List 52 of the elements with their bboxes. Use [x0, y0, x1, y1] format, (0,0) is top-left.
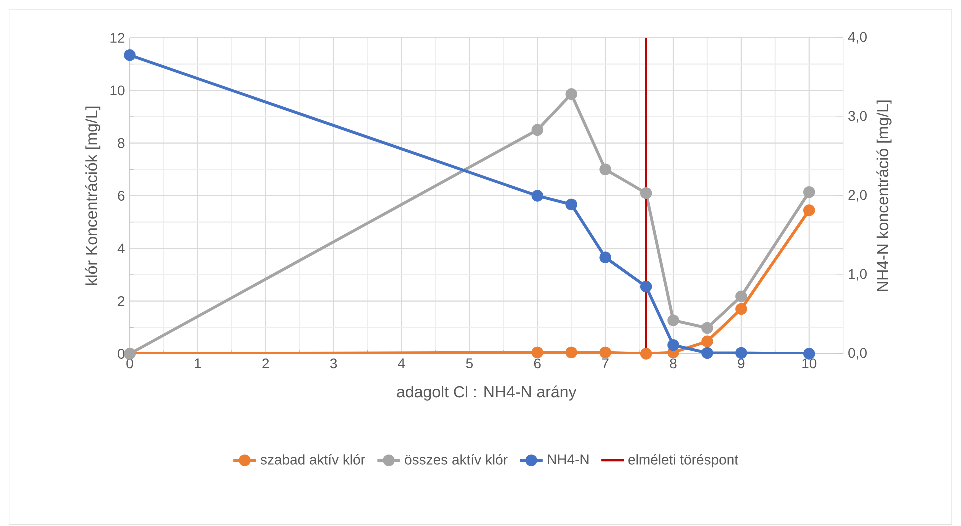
- y-tick-label: 0: [118, 349, 125, 359]
- y-tick-label: 2: [118, 296, 125, 306]
- y2-tick-label: 3,0: [848, 111, 867, 123]
- y-tick-label: 12: [110, 33, 125, 43]
- y-tick-label: 4: [118, 244, 125, 254]
- point: [640, 280, 652, 293]
- y-tick-label: 10: [110, 86, 125, 96]
- x-tick-label: 4: [398, 358, 406, 368]
- y-tick-label: 6: [118, 191, 125, 201]
- legend-label: NH4-N: [548, 454, 589, 464]
- y2-tick-label: 0,0: [848, 348, 867, 360]
- legend-label: összes aktív klór: [405, 454, 508, 465]
- point: [640, 188, 652, 200]
- x-tick-label: 1: [195, 358, 202, 368]
- point: [668, 314, 680, 326]
- point: [736, 303, 748, 316]
- x-tick-label: 3: [330, 358, 338, 369]
- x-axis-title: adagolt Cl : NH4-N arány: [397, 386, 577, 401]
- point: [532, 124, 544, 136]
- x-tick-label: 9: [738, 358, 745, 369]
- point: [532, 346, 544, 359]
- point: [736, 290, 748, 302]
- point: [702, 322, 714, 334]
- x-tick-label: 10: [802, 358, 817, 369]
- point: [124, 50, 136, 62]
- legend-label: szabad aktív klór: [260, 454, 366, 465]
- y2-tick-label: 1,0: [849, 269, 867, 281]
- y-axis-title: klór Koncentrációk [mg/L]: [85, 106, 101, 286]
- y-tick-label: 8: [118, 138, 125, 148]
- point: [566, 88, 578, 100]
- legend-label: elméleti töréspont: [628, 454, 738, 468]
- point: [668, 339, 680, 352]
- x-tick-label: 6: [534, 358, 541, 369]
- point: [702, 347, 714, 360]
- point: [600, 346, 612, 359]
- y2-tick-label: 2,0: [848, 190, 867, 202]
- x-tick-label: 5: [466, 358, 473, 368]
- point: [702, 336, 714, 348]
- point: [600, 252, 612, 264]
- x-tick-label: 7: [602, 358, 609, 368]
- y2-tick-label: 4,0: [848, 32, 867, 44]
- y2-axis-title: NH4-N koncentráció [mg/L]: [876, 100, 892, 292]
- point: [804, 204, 816, 216]
- point: [532, 190, 544, 202]
- point: [804, 186, 816, 198]
- x-tick-label: 2: [262, 358, 270, 368]
- x-tick-label: 8: [670, 358, 677, 369]
- point: [600, 164, 612, 176]
- point: [640, 348, 652, 360]
- point: [736, 347, 748, 360]
- point: [566, 198, 578, 211]
- point: [566, 346, 578, 359]
